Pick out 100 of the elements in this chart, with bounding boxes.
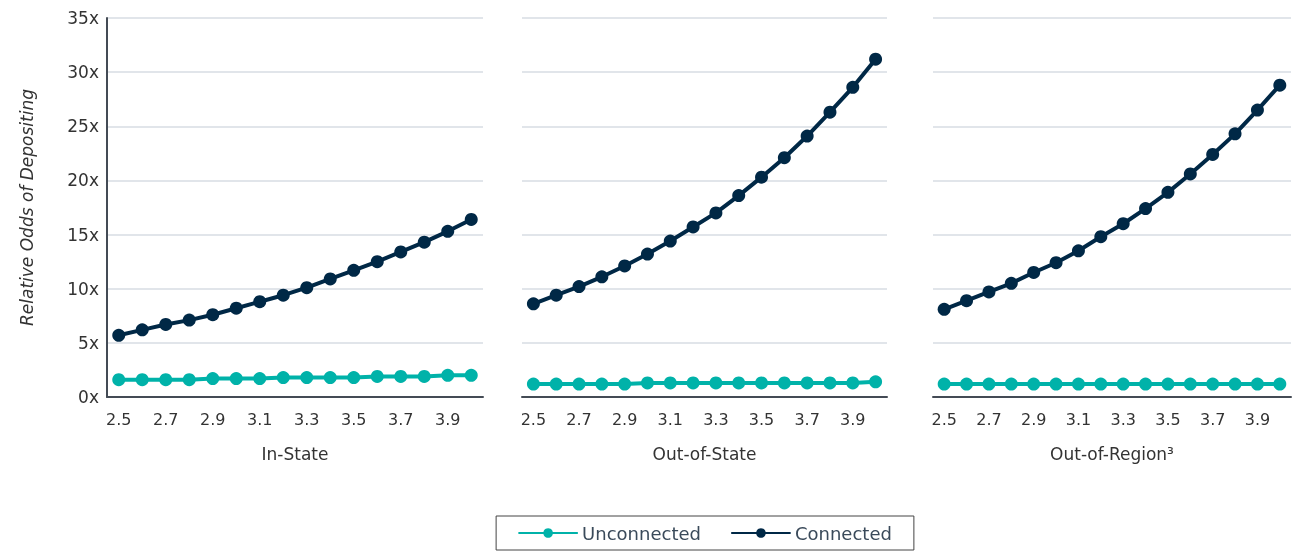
point (1183, 377, 1197, 391)
point (394, 369, 408, 383)
x-tick-label: 2.7 (976, 409, 1002, 429)
point (229, 301, 243, 315)
point (846, 376, 860, 390)
x-tick-label: 2.9 (200, 409, 226, 429)
point (526, 297, 540, 311)
point (464, 212, 478, 226)
point (618, 377, 632, 391)
legend-label: Connected (794, 522, 892, 544)
y-tick-label: 25x (67, 116, 99, 137)
point (1094, 377, 1108, 391)
x-tick-label: 3.7 (1199, 409, 1226, 429)
x-tick-label: 3.7 (794, 409, 820, 429)
point (1183, 167, 1197, 181)
point (1027, 265, 1041, 279)
point (869, 52, 883, 66)
point (300, 371, 314, 384)
point (709, 206, 723, 220)
point (441, 224, 455, 238)
point (960, 377, 974, 391)
x-tick-label: 2.7 (566, 409, 592, 429)
point (755, 170, 769, 184)
y-tick-label: 10x (67, 278, 99, 299)
point (441, 368, 455, 382)
x-tick-label: 3.5 (748, 409, 775, 429)
x-tick-label: 2.5 (106, 409, 132, 429)
point (417, 369, 431, 383)
point (823, 105, 837, 119)
point (182, 373, 196, 387)
point (1273, 78, 1287, 92)
x-tick-label: 3.1 (657, 409, 684, 429)
x-tick-label: 2.9 (1020, 409, 1047, 429)
point (1273, 377, 1287, 391)
point (618, 259, 632, 273)
point (253, 295, 267, 309)
point (640, 247, 654, 261)
point (347, 263, 361, 277)
y-tick-label: 0x (78, 387, 99, 407)
x-axis-title: Out-of-State (652, 443, 757, 464)
point (1071, 377, 1085, 391)
point (417, 235, 431, 249)
x-axis-title: Out-of-Region³ (1050, 443, 1174, 464)
x-tick-label: 3.5 (341, 409, 367, 429)
point (732, 189, 746, 203)
point (549, 288, 563, 302)
point (276, 371, 290, 384)
point (1228, 127, 1242, 141)
point (732, 376, 746, 390)
point (135, 373, 149, 387)
point (347, 371, 361, 384)
point (182, 313, 196, 327)
x-tick-label: 3.1 (1065, 409, 1092, 429)
point (1094, 230, 1108, 244)
point (777, 376, 791, 390)
point (1049, 256, 1063, 270)
point (229, 372, 243, 386)
point (777, 151, 791, 165)
point (800, 129, 814, 143)
x-tick-label: 3.9 (1244, 409, 1271, 429)
point (1250, 377, 1264, 391)
point (640, 376, 654, 390)
point (709, 376, 723, 390)
point (846, 80, 860, 94)
point (1228, 377, 1242, 391)
point (1004, 377, 1018, 391)
y-tick-label: 30x (67, 62, 99, 83)
point (595, 270, 609, 284)
point (595, 377, 609, 391)
x-tick-label: 3.3 (703, 409, 729, 429)
point (370, 369, 384, 383)
point (549, 377, 563, 391)
point (1027, 377, 1041, 391)
point (323, 371, 337, 384)
x-tick-label: 3.1 (247, 409, 273, 429)
point (663, 234, 677, 248)
x-tick-label: 3.3 (1110, 409, 1136, 429)
x-tick-label: 3.7 (388, 409, 414, 429)
y-tick-label: 15x (67, 224, 99, 245)
point (370, 255, 384, 269)
x-tick-label: 3.9 (435, 409, 461, 429)
point (253, 372, 267, 386)
point (1004, 276, 1018, 290)
point (276, 288, 290, 302)
point (1250, 103, 1264, 117)
point (937, 377, 951, 391)
point (800, 376, 814, 390)
point (1206, 147, 1220, 161)
x-tick-label: 2.7 (153, 409, 179, 429)
point (982, 285, 996, 299)
legend-label: Unconnected (582, 522, 701, 544)
point (1071, 244, 1085, 258)
point (982, 377, 996, 391)
point (159, 373, 173, 387)
x-tick-label: 2.5 (520, 409, 547, 429)
y-tick-label: 5x (78, 332, 99, 353)
point (1116, 377, 1130, 391)
y-axis-title: Relative Odds of Depositing (16, 88, 37, 327)
point (1161, 185, 1175, 199)
point (755, 376, 769, 390)
